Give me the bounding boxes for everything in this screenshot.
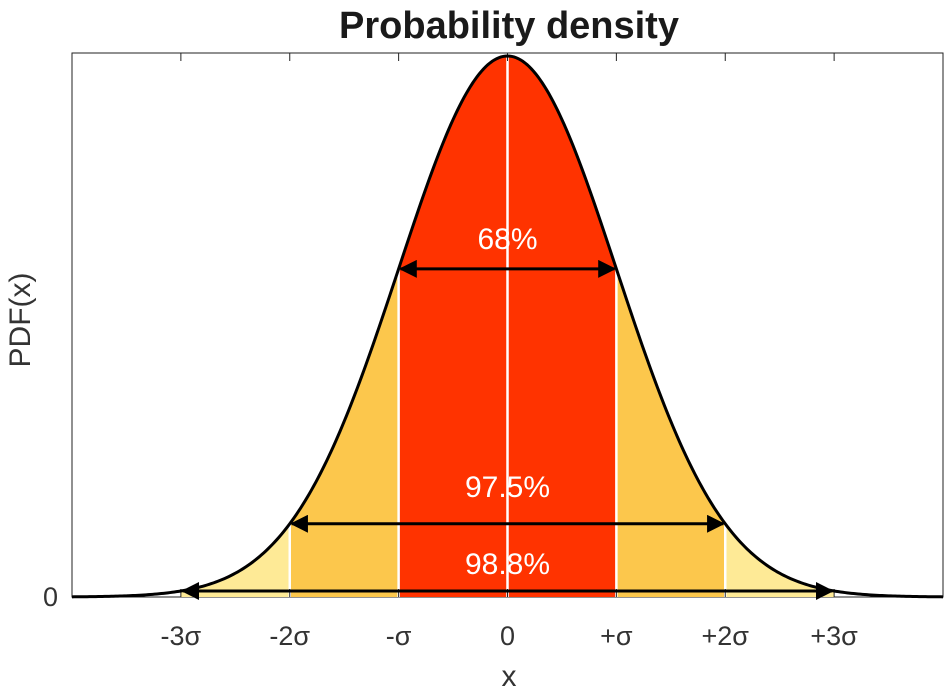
band-3 [180,523,290,597]
x-tick-label-5: +2σ [702,621,750,651]
x-tick-label-4: +σ [600,621,633,651]
x-tick-label-2: -σ [386,621,412,651]
y-axis-label: PDF(x) [4,273,37,368]
band-label-0: 68% [477,223,537,256]
x-tick-label-0: -3σ [161,621,202,651]
x-tick-label-1: -2σ [269,621,310,651]
band-label-1: 97.5% [465,471,550,504]
x-tick-label-6: +3σ [810,621,858,651]
band-4 [725,523,835,597]
x-tick-label-3: 0 [500,621,515,651]
x-axis-label: x [502,660,517,689]
y-tick-label-0: 0 [43,582,58,612]
pdf-curve [71,54,944,599]
chart-title: Probability density [339,5,679,47]
plot-area: -3σ -2σ -σ 0 +σ +2σ +3σ 0 68% 97.5% 98.8% [43,52,944,651]
band-label-2: 98.8% [465,548,550,581]
